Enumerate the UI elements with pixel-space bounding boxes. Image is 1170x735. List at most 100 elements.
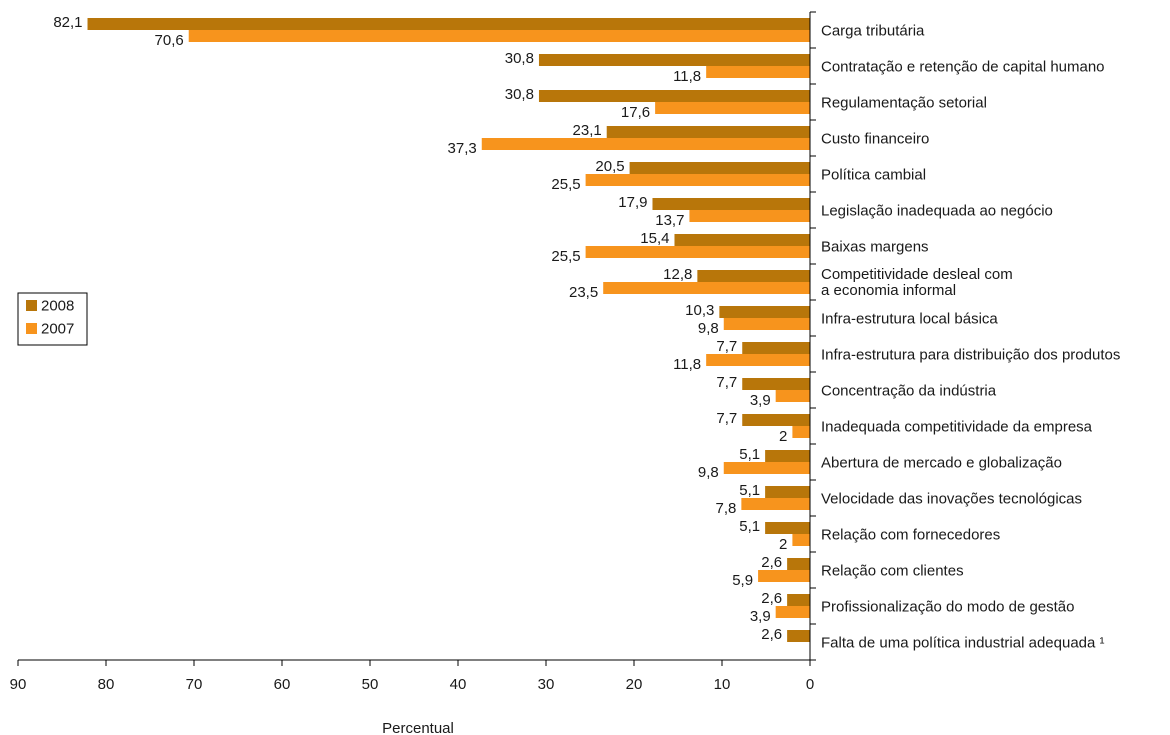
category-label-8: Infra-estrutura local básica: [821, 311, 998, 328]
bar-2008-12: [765, 450, 810, 462]
value-label-2007-16: 3,9: [750, 608, 771, 625]
category-label-15: Relação com clientes: [821, 563, 964, 580]
bar-2007-5: [689, 210, 810, 222]
legend: 2008 2007: [17, 292, 88, 346]
value-label-2007-2: 17,6: [621, 104, 650, 121]
bar-2007-10: [775, 390, 810, 402]
bar-2007-3: [481, 138, 810, 150]
bar-2007-4: [585, 174, 810, 186]
bar-2007-15: [758, 570, 810, 582]
bar-2007-14: [792, 534, 810, 546]
bar-2008-15: [787, 558, 810, 570]
value-label-2007-6: 25,5: [551, 248, 580, 265]
category-label-16: Profissionalização do modo de gestão: [821, 599, 1075, 616]
bar-2007-1: [706, 66, 810, 78]
x-tick-label-20: 20: [626, 676, 643, 693]
value-label-2007-4: 25,5: [551, 176, 580, 193]
bar-2008-8: [719, 306, 810, 318]
bar-2007-13: [741, 498, 810, 510]
value-label-2008-1: 30,8: [505, 50, 534, 67]
value-label-2007-12: 9,8: [698, 464, 719, 481]
bar-2008-13: [765, 486, 810, 498]
category-label-4: Política cambial: [821, 167, 926, 184]
bar-2008-14: [765, 522, 810, 534]
value-label-2008-13: 5,1: [739, 482, 760, 499]
value-label-2007-7: 23,5: [569, 284, 598, 301]
value-label-2007-0: 70,6: [155, 32, 184, 49]
category-label-14: Relação com fornecedores: [821, 527, 1000, 544]
legend-label-2008: 2008: [41, 298, 74, 315]
value-label-2008-15: 2,6: [761, 554, 782, 571]
legend-swatch-2007: [26, 323, 37, 334]
bar-2007-12: [723, 462, 810, 474]
value-label-2008-8: 10,3: [685, 302, 714, 319]
value-label-2008-17: 2,6: [761, 626, 782, 643]
value-label-2007-15: 5,9: [732, 572, 753, 589]
bar-2008-4: [629, 162, 810, 174]
category-label-0: Carga tributária: [821, 23, 925, 40]
value-label-2008-4: 20,5: [595, 158, 624, 175]
bar-2008-5: [652, 198, 810, 210]
bar-2008-0: [87, 18, 810, 30]
bar-2007-7: [603, 282, 810, 294]
value-label-2007-3: 37,3: [448, 140, 477, 157]
bar-2007-8: [723, 318, 810, 330]
x-tick-label-60: 60: [274, 676, 291, 693]
value-label-2008-10: 7,7: [716, 374, 737, 391]
bar-2007-6: [585, 246, 810, 258]
x-tick-label-30: 30: [538, 676, 555, 693]
category-label-13: Velocidade das inovações tecnológicas: [821, 491, 1082, 508]
category-label-12: Abertura de mercado e globalização: [821, 455, 1062, 472]
value-label-2008-16: 2,6: [761, 590, 782, 607]
bar-2008-2: [538, 90, 810, 102]
value-label-2007-14: 2: [779, 536, 787, 553]
x-tick-label-10: 10: [714, 676, 731, 693]
value-label-2008-0: 82,1: [53, 14, 82, 31]
x-tick-label-80: 80: [98, 676, 115, 693]
bar-2008-17: [787, 630, 810, 642]
value-label-2008-6: 15,4: [640, 230, 669, 247]
axes: Carga tributária Contratação e retenção d…: [10, 11, 1120, 693]
category-label-17: Falta de uma política industrial adequad…: [821, 635, 1105, 652]
value-label-2008-5: 17,9: [618, 194, 647, 211]
bar-2007-9: [706, 354, 810, 366]
value-label-2008-11: 7,7: [716, 410, 737, 427]
bar-2007-0: [188, 30, 811, 42]
value-label-2007-5: 13,7: [655, 212, 684, 229]
category-label-9: Infra-estrutura para distribuição dos pr…: [821, 347, 1120, 364]
value-label-2008-3: 23,1: [573, 122, 602, 139]
value-label-2007-10: 3,9: [750, 392, 771, 409]
value-label-2007-1: 11,8: [673, 68, 701, 85]
bar-2008-10: [742, 378, 810, 390]
bar-2007-16: [775, 606, 810, 618]
value-label-2008-12: 5,1: [739, 446, 760, 463]
value-label-2008-2: 30,8: [505, 86, 534, 103]
legend-swatch-2008: [26, 300, 37, 311]
bar-2008-1: [538, 54, 810, 66]
category-label-2: Regulamentação setorial: [821, 95, 987, 112]
category-label-1: Contratação e retenção de capital humano: [821, 59, 1105, 76]
category-label-10: Concentração da indústria: [821, 383, 997, 400]
bar-2008-9: [742, 342, 810, 354]
value-label-2008-14: 5,1: [739, 518, 760, 535]
bar-2008-6: [674, 234, 810, 246]
value-label-2007-13: 7,8: [716, 500, 737, 517]
bar-2007-2: [655, 102, 810, 114]
value-label-2008-9: 7,7: [716, 338, 737, 355]
category-label-6: Baixas margens: [821, 239, 929, 256]
value-label-2007-9: 11,8: [673, 356, 701, 373]
value-label-2007-11: 2: [779, 428, 787, 445]
category-label-11: Inadequada competitividade da empresa: [821, 419, 1093, 436]
legend-label-2007: 2007: [41, 321, 74, 338]
value-labels-layer: 82,1 70,6 30,8 11,8 30,8 17,6 23,1 37,3 20,5 25,5…: [53, 14, 787, 643]
value-label-2008-7: 12,8: [663, 266, 692, 283]
x-tick-label-70: 70: [186, 676, 203, 693]
x-tick-label-40: 40: [450, 676, 467, 693]
bar-2008-3: [606, 126, 810, 138]
x-axis-label: Percentual: [382, 720, 454, 735]
x-tick-label-0: 0: [806, 676, 814, 693]
category-label-5: Legislação inadequada ao negócio: [821, 203, 1053, 220]
value-label-2007-8: 9,8: [698, 320, 719, 337]
x-tick-label-50: 50: [362, 676, 379, 693]
